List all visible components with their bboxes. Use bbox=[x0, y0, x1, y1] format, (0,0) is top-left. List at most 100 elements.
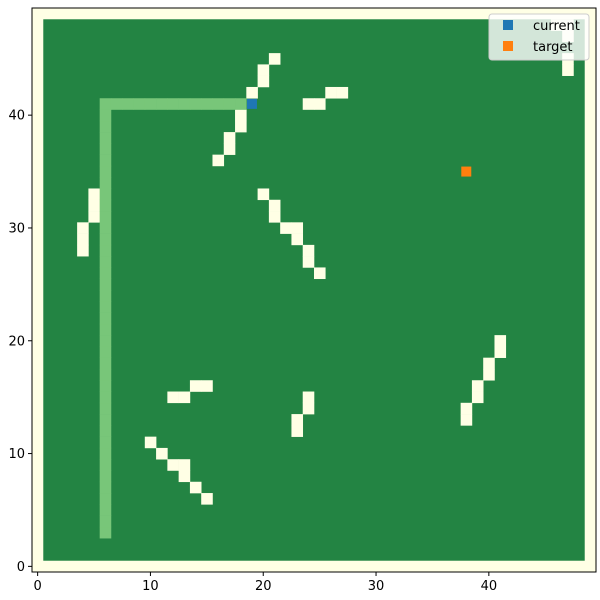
obstacle-cell bbox=[257, 64, 270, 76]
path-cell bbox=[99, 436, 112, 449]
path-cell bbox=[110, 98, 123, 110]
obstacle-cell bbox=[291, 414, 304, 426]
path-cell bbox=[235, 98, 247, 110]
path-cell bbox=[99, 526, 112, 539]
path-cell bbox=[99, 357, 112, 370]
obstacle-cell bbox=[460, 414, 473, 426]
obstacle-cell bbox=[223, 132, 236, 144]
obstacle-cell bbox=[88, 188, 100, 201]
legend-current-label: current bbox=[533, 19, 580, 34]
obstacle-cell bbox=[235, 120, 247, 133]
path-cell bbox=[99, 165, 112, 178]
path-cell bbox=[156, 98, 168, 110]
obstacle-cell bbox=[189, 481, 202, 494]
path-cell bbox=[99, 143, 112, 155]
obstacle-cell bbox=[268, 199, 281, 212]
path-cell bbox=[99, 493, 112, 505]
obstacle-cell bbox=[268, 53, 281, 65]
obstacle-cell bbox=[201, 380, 213, 392]
target-marker bbox=[461, 166, 472, 177]
obstacle-cell bbox=[302, 98, 315, 110]
obstacle-cell bbox=[494, 335, 507, 347]
path-cell bbox=[99, 504, 112, 516]
path-cell bbox=[99, 177, 112, 189]
obstacle-cell bbox=[77, 244, 89, 257]
obstacle-cell bbox=[494, 346, 507, 358]
y-axis-ticks: 0 10 20 30 40 bbox=[8, 109, 32, 575]
obstacle-cell bbox=[325, 86, 337, 99]
path-cell bbox=[99, 290, 112, 302]
path-cell bbox=[99, 154, 112, 167]
path-cell bbox=[99, 233, 112, 246]
path-cell bbox=[99, 188, 112, 201]
legend: current target bbox=[488, 13, 590, 61]
path-cell bbox=[212, 98, 225, 110]
path-cell bbox=[178, 98, 191, 110]
obstacle-cell bbox=[302, 402, 315, 415]
obstacle-cell bbox=[471, 391, 484, 404]
path-cell bbox=[99, 120, 112, 133]
y-tick-label: 20 bbox=[8, 334, 25, 349]
path-cell bbox=[99, 222, 112, 234]
obstacle-cell bbox=[88, 199, 100, 212]
obstacle-cell bbox=[268, 211, 281, 223]
path-cell bbox=[99, 244, 112, 257]
obstacle-cell bbox=[257, 75, 270, 88]
obstacle-cell bbox=[178, 391, 191, 404]
path-cell bbox=[99, 98, 112, 110]
obstacle-cell bbox=[201, 493, 213, 505]
obstacle-cell bbox=[212, 154, 225, 167]
obstacle-cell bbox=[460, 402, 473, 415]
obstacle-cell bbox=[77, 233, 89, 246]
path-cell bbox=[99, 368, 112, 381]
path-cell bbox=[99, 402, 112, 415]
obstacle-cell bbox=[144, 436, 157, 449]
obstacle-cell bbox=[314, 98, 326, 110]
path-cell bbox=[99, 267, 112, 280]
path-cell bbox=[99, 414, 112, 426]
obstacle-cell bbox=[223, 143, 236, 155]
obstacle-cell bbox=[291, 425, 304, 437]
y-tick-label: 30 bbox=[8, 221, 25, 236]
path-cell bbox=[99, 199, 112, 212]
obstacle-cell bbox=[291, 222, 304, 234]
path-cell bbox=[99, 301, 112, 313]
obstacle-cell bbox=[562, 64, 574, 76]
legend-target-label: target bbox=[533, 40, 573, 55]
obstacle-cell bbox=[483, 357, 495, 370]
obstacle-cell bbox=[77, 222, 89, 234]
path-cell bbox=[133, 98, 146, 110]
obstacle-cell bbox=[189, 380, 202, 392]
obstacle-cell bbox=[471, 380, 484, 392]
path-cell bbox=[99, 109, 112, 122]
path-cell bbox=[99, 515, 112, 528]
obstacle-cell bbox=[302, 391, 315, 404]
path-cell bbox=[99, 447, 112, 460]
obstacle-cell bbox=[88, 211, 100, 223]
obstacle-cells bbox=[77, 19, 574, 505]
path-cell bbox=[99, 211, 112, 223]
x-tick-label: 30 bbox=[368, 579, 385, 594]
obstacle-cell bbox=[314, 267, 326, 280]
x-tick-label: 40 bbox=[481, 579, 498, 594]
obstacle-cell bbox=[257, 188, 270, 201]
obstacle-cell bbox=[302, 256, 315, 268]
obstacle-cell bbox=[167, 391, 179, 404]
path-cell bbox=[99, 132, 112, 144]
path-cell bbox=[167, 98, 179, 110]
path-cell bbox=[201, 98, 213, 110]
x-axis-ticks: 0 10 20 30 40 bbox=[33, 572, 497, 594]
obstacle-cell bbox=[291, 233, 304, 246]
axes-frame bbox=[31, 7, 597, 573]
path-cell bbox=[99, 425, 112, 437]
path-cell bbox=[99, 278, 112, 291]
obstacle-cell bbox=[178, 459, 191, 471]
x-tick-label: 10 bbox=[142, 579, 159, 594]
legend-box bbox=[488, 13, 590, 61]
path-cell bbox=[223, 98, 236, 110]
path-cell bbox=[122, 98, 134, 110]
path-cell bbox=[99, 470, 112, 483]
x-tick-label: 20 bbox=[255, 579, 272, 594]
obstacle-cell bbox=[167, 459, 179, 471]
